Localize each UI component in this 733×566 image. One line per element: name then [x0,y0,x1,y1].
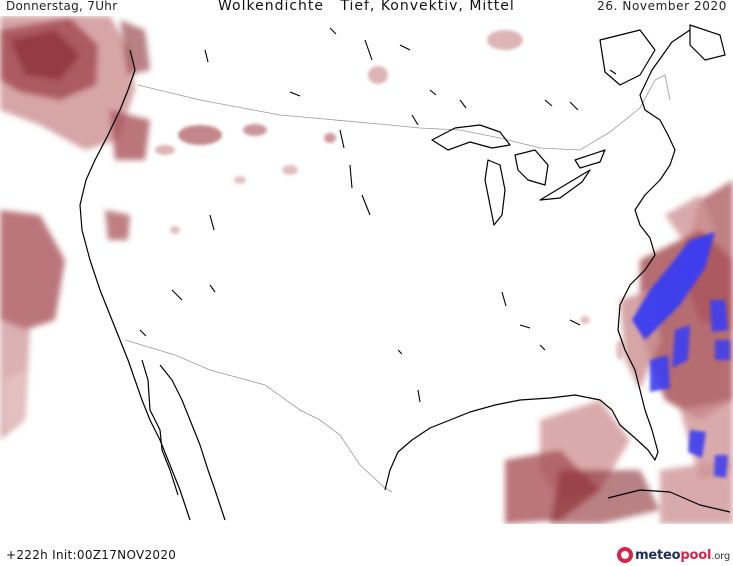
convective-cells [632,232,730,478]
cloud-layer-inland [155,30,624,360]
map-header: Donnerstag, 7Uhr Wolkendichte Tief, Konv… [0,0,733,16]
forecast-date: 26. November 2020 [597,0,727,13]
logo-text-tld: .org [711,550,730,562]
coastlines [79,24,731,521]
meteopool-logo: meteopool.org [617,545,730,565]
weather-map [0,16,733,524]
map-canvas [0,16,733,524]
meteopool-logo-icon [617,547,634,563]
map-title: Wolkendichte Tief, Konvektiv, Mittel [218,0,515,14]
political-borders [124,74,671,493]
cloud-layer-pacific [0,16,150,440]
forecast-day-label: Donnerstag, 7Uhr [6,0,118,13]
logo-text: meteopool.org [635,548,730,563]
lake-outlines [139,27,617,403]
logo-text-pool: pool [680,547,712,563]
logo-text-meteo: meteo [635,547,681,563]
map-footer: +222h Init:00Z17NOV2020 meteopool.org [0,540,733,566]
run-info: +222h Init:00Z17NOV2020 [6,548,177,562]
